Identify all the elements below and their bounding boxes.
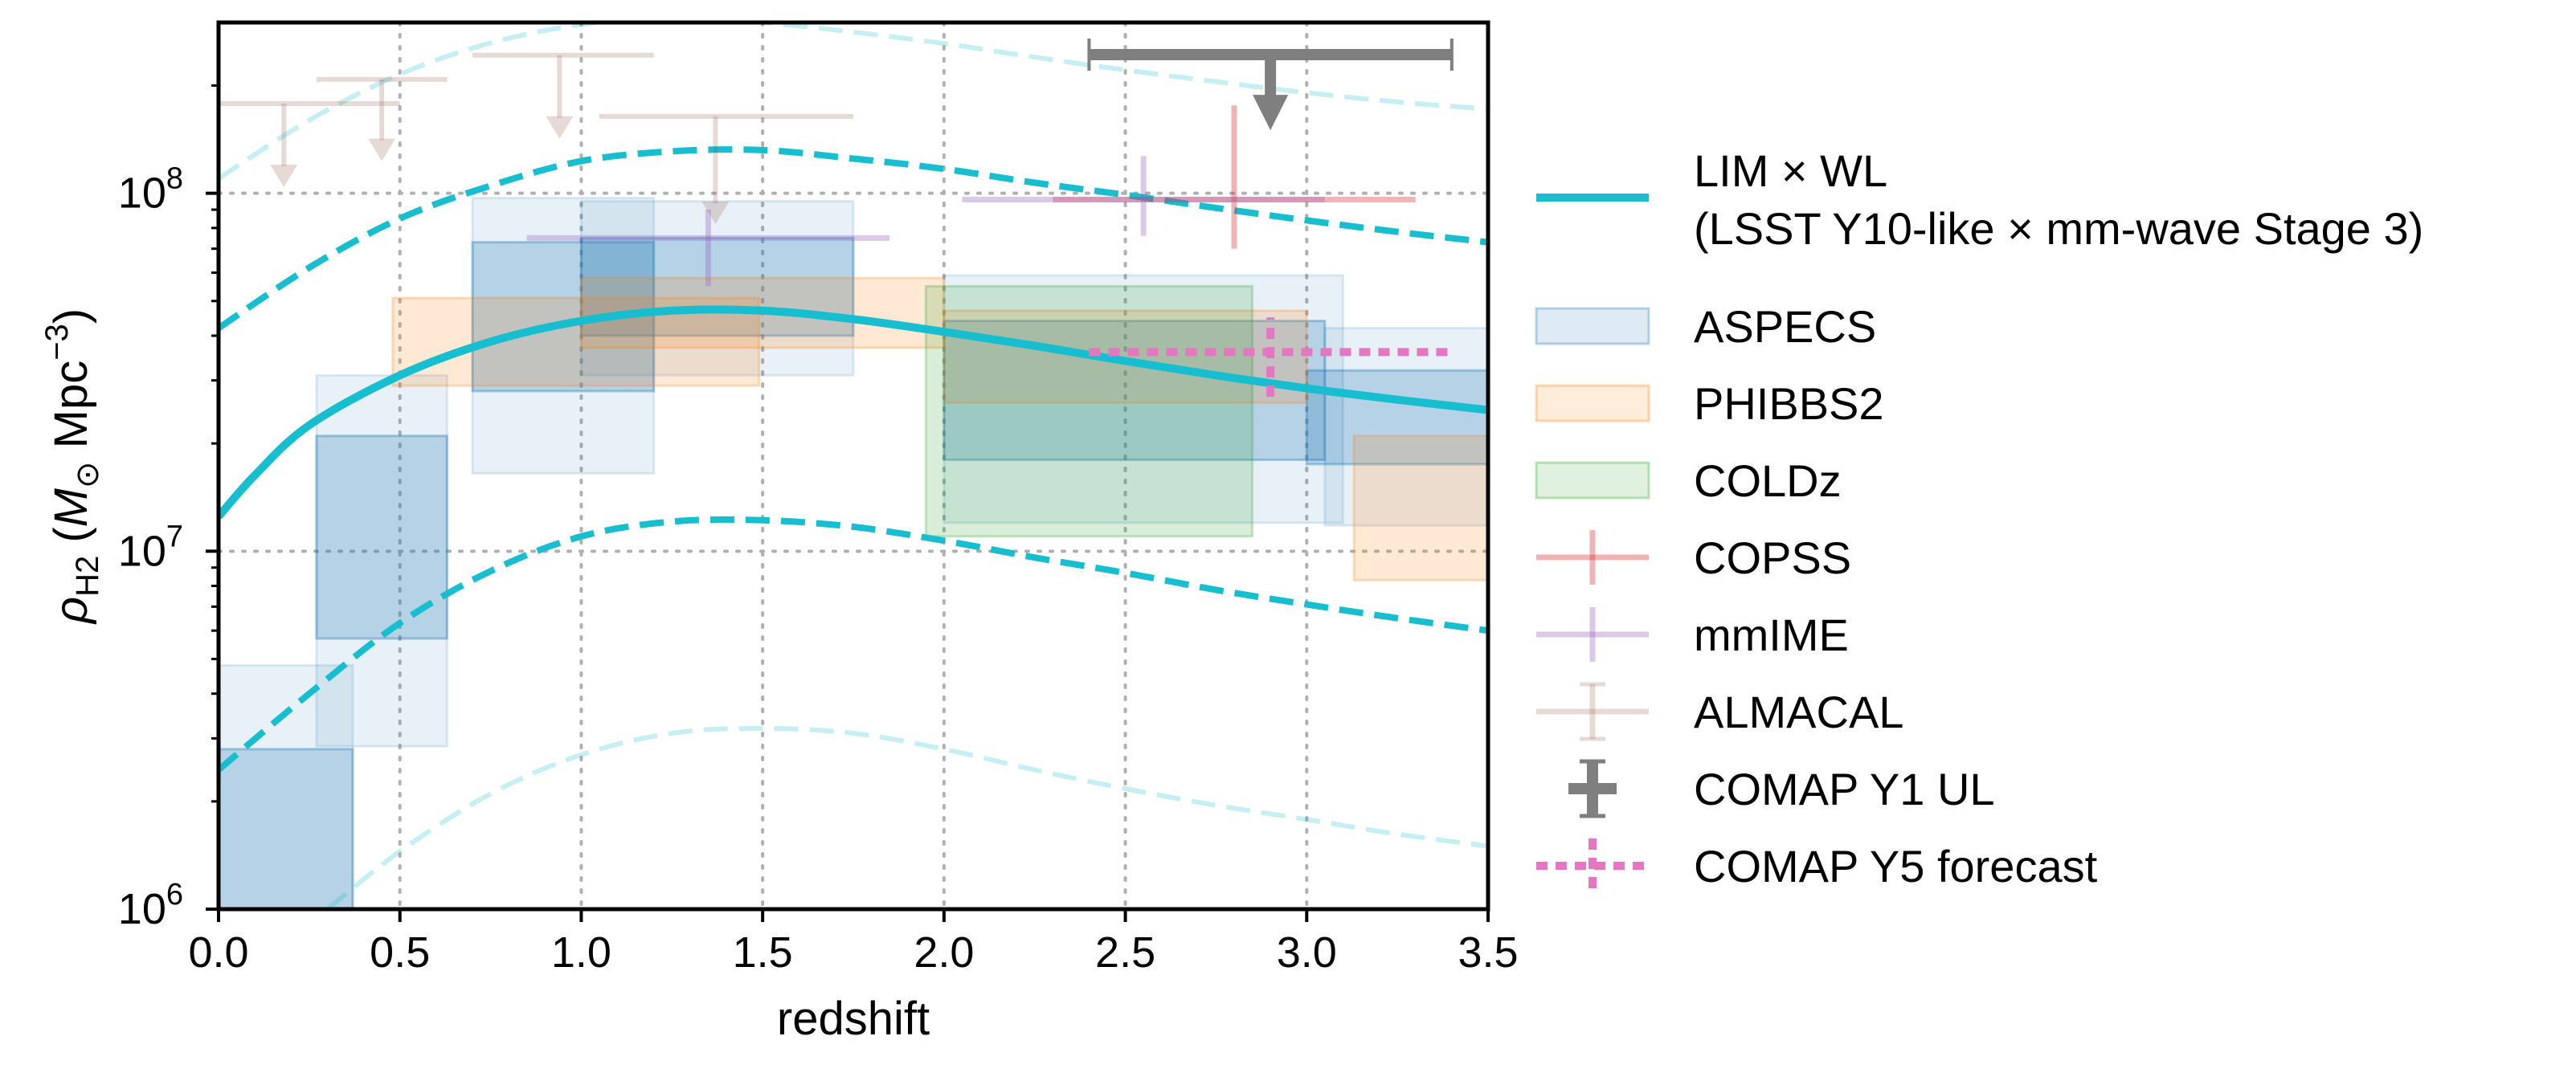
phibbs2-box: [1352, 434, 1488, 581]
lim-wl-outer-high-curve: [219, 22, 1488, 181]
legend-item-copss: COPSS: [1536, 530, 1851, 585]
legend-label: COPSS: [1694, 532, 1851, 583]
aspecs-box: [579, 236, 855, 337]
coldz-box: [924, 284, 1254, 538]
legend-item-lim-wl: LIM × WL (LSST Y10-like × mm-wave Stage 3…: [1536, 145, 2423, 254]
x-tick-label: 0.5: [370, 928, 430, 977]
aspecs-box: [219, 663, 354, 909]
y-axis-label: ρH2 (M⊙ Mpc−3): [39, 308, 105, 625]
legend-label: mmIME: [1694, 610, 1849, 660]
x-tick-label: 3.5: [1458, 928, 1518, 977]
y-axis-label-close: ): [45, 308, 97, 324]
y-tick-label: 106: [118, 878, 183, 933]
x-tick-label: 2.0: [914, 928, 974, 977]
legend-label-line2: (LSST Y10-like × mm-wave Stage 3): [1694, 203, 2423, 254]
lim-wl-central-curve: [219, 305, 1488, 520]
almacal-arrow-head: [368, 138, 396, 161]
x-tick-label: 2.5: [1095, 928, 1155, 977]
x-tick-label: 0.0: [188, 928, 248, 977]
y-tick-base: 10: [118, 527, 166, 575]
almacal-upper-limit: [599, 113, 853, 225]
y-tick-label: 108: [118, 162, 183, 218]
x-tick-label: 1.5: [733, 928, 793, 977]
y-axis-label-unit-exp: −3: [39, 324, 75, 361]
legend-item-almacal: ALMACAL: [1536, 682, 1903, 741]
y-tick-base: 10: [118, 885, 166, 933]
legend-label: ALMACAL: [1694, 687, 1903, 737]
legend-label: COLDz: [1694, 455, 1842, 506]
legend-swatch-coldz: [1535, 461, 1650, 500]
y-tick-exponent: 6: [166, 878, 183, 912]
mmime-point: [526, 210, 890, 287]
comap-y5-forecast: [1089, 317, 1452, 398]
y-tick-exponent: 8: [166, 162, 183, 196]
comap-y1-arrow-head: [1253, 95, 1289, 131]
almacal-arrow-head: [546, 116, 574, 139]
x-axis-label: redshift: [777, 993, 930, 1045]
aspecs-box: [579, 200, 855, 377]
almacal-upper-limit: [219, 101, 400, 188]
phibbs2-box: [942, 309, 1308, 404]
almacal-arrow-head: [270, 165, 298, 188]
aspecs-box: [219, 748, 354, 909]
legend-swatch-aspecs: [1535, 307, 1650, 345]
y-axis-label-unit-sun: ⊙: [70, 461, 105, 488]
comap-y1-upper-limit: [1087, 38, 1454, 131]
legend-item-comap-y1: COMAP Y1 UL: [1568, 759, 1995, 818]
x-tick-label: 3.0: [1277, 928, 1337, 977]
lim-wl-inner-high-curve: [219, 146, 1488, 331]
legend-item-comap-y5: COMAP Y5 forecast: [1536, 838, 2098, 893]
points-layer: [219, 38, 1454, 398]
lim-wl-outer-low-curve: [325, 725, 1488, 909]
y-axis-label-unit-M: M: [45, 488, 97, 527]
lim-wl-inner-low-curve: [219, 516, 1488, 773]
aspecs-box: [1323, 327, 1488, 527]
legend-label: ASPECS: [1694, 301, 1876, 352]
grid: [217, 21, 1490, 911]
aspecs-box: [1305, 369, 1488, 466]
legend-item-coldz: COLDz: [1535, 455, 1842, 506]
legend-swatch-phibbs: [1535, 384, 1650, 422]
plot-frame: [216, 20, 1490, 912]
y-axis-label-sub: H2: [70, 556, 105, 597]
y-axis-label-unit-mid: Mpc: [45, 361, 97, 462]
legend-label: COMAP Y1 UL: [1694, 764, 1995, 814]
legend-label: PHIBBS2: [1694, 378, 1884, 429]
mmime-point: [962, 156, 1325, 236]
legend-label: COMAP Y5 forecast: [1694, 841, 2098, 891]
aspecs-box: [315, 373, 448, 748]
legend-label-line1: LIM × WL: [1694, 145, 1887, 196]
legend-item-aspecs: ASPECS: [1535, 301, 1876, 352]
y-tick-base: 10: [118, 169, 166, 218]
almacal-upper-limit: [316, 76, 448, 161]
coldz-layer: [924, 284, 1254, 538]
copss-point: [1053, 105, 1416, 249]
legend-item-phibbs: PHIBBS2: [1535, 378, 1884, 429]
y-tick-label: 107: [118, 520, 183, 575]
x-tick-label: 1.0: [551, 928, 611, 977]
legend-item-mmime: mmIME: [1536, 607, 1849, 662]
y-tick-exponent: 7: [166, 520, 183, 553]
legend: LIM × WL (LSST Y10-like × mm-wave Stage 3…: [1535, 145, 2423, 893]
almacal-arrow-head: [701, 202, 730, 225]
y-axis-label-pre-unit: (: [45, 527, 97, 555]
aspecs-box: [942, 274, 1344, 524]
y-axis-label-prefix: ρ: [45, 597, 97, 625]
lines-layer: [219, 22, 1488, 909]
almacal-upper-limit: [472, 52, 654, 139]
